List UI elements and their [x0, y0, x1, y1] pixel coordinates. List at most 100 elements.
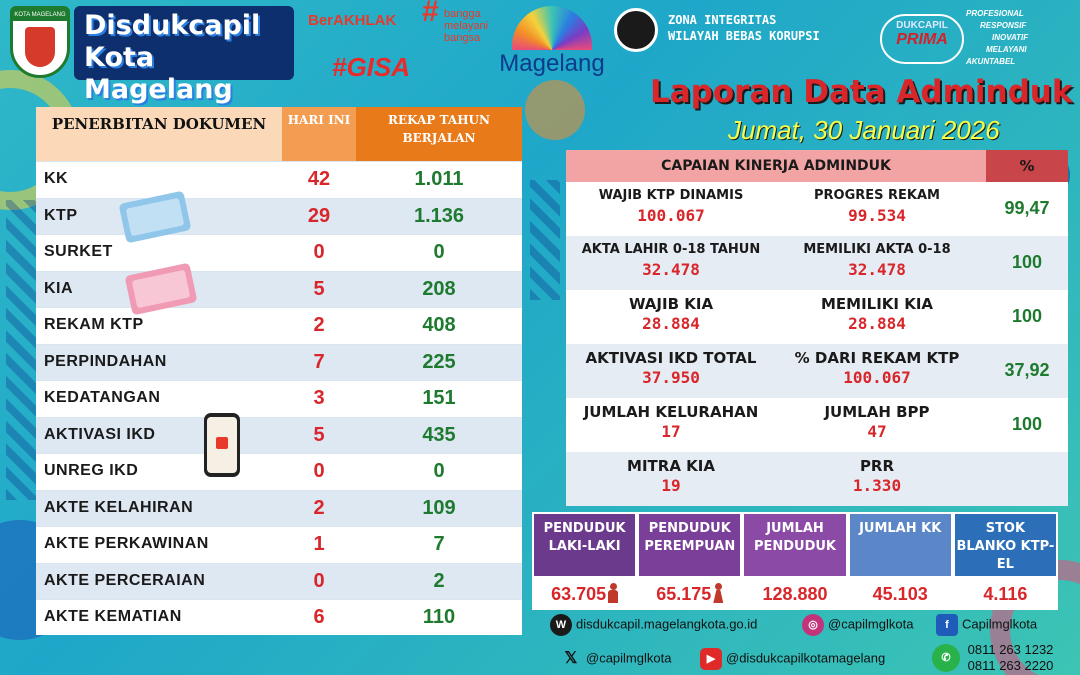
bangga-text: bangga melayani bangsa	[444, 8, 489, 44]
document-name: AKTIVASI IKD	[44, 425, 156, 443]
performance-panel: CAPAIAN KINERJA ADMINDUK % WAJIB KTP DIN…	[566, 150, 1068, 506]
performance-row: JUMLAH KELURAHAN 17 JUMLAH BPP 47 100	[566, 398, 1068, 452]
today-count: 0	[313, 241, 325, 263]
document-name: KK	[44, 170, 69, 187]
year-count: 0	[433, 241, 445, 263]
magelang-wordmark: Magelang	[499, 50, 605, 77]
deco-circle	[525, 80, 585, 140]
male-icon	[608, 583, 619, 603]
youtube-icon: ▶	[700, 648, 722, 670]
today-count: 2	[313, 314, 325, 336]
stat-number: 4.116	[983, 584, 1028, 604]
phone-number-1: 0811 263 1232	[967, 642, 1054, 657]
berakhlak-logo: BerAKHLAK	[308, 12, 397, 29]
today-count: 0	[313, 460, 325, 482]
performance-row: AKTIVASI IKD TOTAL 37.950% DARI REKAM KTP…	[566, 344, 1068, 398]
metric-right: PROGRES REKAM 99.534	[772, 186, 982, 226]
instagram-link[interactable]: ◎ @capilmglkota	[802, 614, 913, 636]
report-title: Laporan Data Adminduk	[650, 74, 1073, 110]
facebook-link[interactable]: f Capilmglkota	[936, 614, 1037, 636]
website-text: disdukcapil.magelangkota.go.id	[576, 616, 758, 632]
whatsapp-icon: ✆	[932, 644, 960, 672]
performance-row: MITRA KIA 19 PRR 1.330	[566, 452, 1068, 506]
metric-value: 17	[661, 422, 681, 441]
metric-label: MEMILIKI KIA	[820, 295, 934, 313]
metric-label: WAJIB KTP DINAMIS	[598, 188, 744, 203]
document-name: AKTE KELAHIRAN	[44, 498, 194, 516]
header-today: HARI INI	[282, 107, 356, 161]
document-name: REKAM KTP	[44, 316, 144, 333]
stat-label: JUMLAH PENDUDUK	[744, 514, 846, 576]
table-row: AKTE KELAHIRAN 2 109	[36, 489, 522, 526]
today-count: 3	[313, 387, 325, 409]
stat-number: 45.103	[872, 584, 928, 604]
metric-label: JUMLAH BPP	[824, 403, 930, 421]
document-name: KTP	[44, 206, 78, 224]
city-badge-text: KOTA MAGELANG	[13, 9, 67, 21]
document-name: SURKET	[44, 243, 113, 260]
stat-number: 63.705	[551, 584, 607, 604]
stat-value: 4.116	[955, 580, 1056, 608]
metric-value: 100.067	[843, 368, 911, 387]
performance-header: CAPAIAN KINERJA ADMINDUK %	[566, 150, 1068, 182]
year-count: 1.011	[414, 168, 464, 190]
today-count: 7	[313, 350, 325, 373]
year-count: 0	[433, 460, 445, 482]
metric-value: 1.330	[852, 476, 902, 495]
x-link[interactable]: 𝕏 @capilmglkota	[560, 648, 672, 670]
year-count: 408	[422, 314, 456, 336]
table-row: AKTE PERCERAIAN 0 2	[36, 562, 522, 599]
report-date: Jumat, 30 Januari 2026	[728, 115, 1000, 145]
phone-icon	[204, 413, 240, 477]
value-item: AKUNTABEL	[966, 57, 1016, 66]
metric-value: 32.478	[848, 260, 906, 279]
performance-row: AKTA LAHIR 0-18 TAHUN 32.478 MEMILIKI AKTA…	[566, 236, 1068, 290]
agency-title-line2: Kota Magelang	[84, 42, 233, 105]
female-icon	[713, 583, 724, 603]
stat-value: 128.880	[744, 580, 845, 608]
document-name: AKTE KEMATIAN	[44, 608, 182, 625]
metric-label: PROGRES REKAM	[813, 188, 940, 203]
prima-bottom-text: PRIMA	[896, 31, 948, 48]
performance-row: WAJIB KIA 28.884 MEMILIKI KIA 28.884 100	[566, 290, 1068, 344]
year-count: 208	[422, 277, 456, 300]
metric-value: 47	[867, 422, 887, 441]
year-count: 435	[422, 423, 456, 446]
today-count: 42	[307, 168, 331, 190]
metric-label: WAJIB KIA	[628, 295, 714, 313]
whatsapp-contact[interactable]: ✆ 0811 263 1232 0811 263 2220	[932, 642, 1053, 674]
today-count: 5	[313, 423, 325, 446]
metric-value: 100.067	[637, 206, 705, 225]
magelang-logo: Magelang	[494, 6, 610, 92]
facebook-text: Capilmglkota	[962, 616, 1038, 632]
document-name: AKTE PERCERAIAN	[44, 571, 206, 589]
value-item: INOVATIF	[992, 33, 1029, 42]
prima-top-text: DUKCAPIL	[896, 20, 948, 31]
metric-label: AKTA LAHIR 0-18 TAHUN	[581, 242, 761, 257]
youtube-link[interactable]: ▶ @disdukcapilkotamagelang	[700, 648, 885, 670]
metric-percent: 99,47	[1004, 198, 1050, 218]
table-row: AKTE KEMATIAN 6 110	[36, 599, 522, 636]
metric-right: MEMILIKI KIA 28.884	[772, 294, 982, 334]
value-item: RESPONSIF	[980, 21, 1027, 30]
x-text: @capilmglkota	[586, 650, 672, 666]
percent-header: %	[986, 150, 1068, 182]
year-count: 7	[433, 533, 445, 555]
zi-line2: WILAYAH BEBAS KORUPSI	[668, 29, 820, 43]
today-count: 29	[307, 204, 331, 227]
today-count: 0	[313, 569, 325, 592]
facebook-icon: f	[936, 614, 958, 636]
document-name: PERPINDAHAN	[44, 352, 167, 370]
metric-left: WAJIB KTP DINAMIS 100.067	[566, 186, 776, 226]
year-count: 110	[422, 606, 456, 628]
stat-label: JUMLAH KK	[849, 514, 951, 576]
year-count: 2	[433, 569, 445, 592]
header-year-recap: REKAP TAHUN BERJALAN	[356, 107, 522, 161]
table-header: PENERBITAN DOKUMEN HARI INI REKAP TAHUN …	[36, 107, 522, 161]
year-count: 1.136	[413, 204, 465, 227]
zona-integritas-logo: ZONA INTEGRITAS WILAYAH BEBAS KORUPSI	[614, 8, 864, 52]
hashtag-icon: #	[422, 0, 439, 28]
